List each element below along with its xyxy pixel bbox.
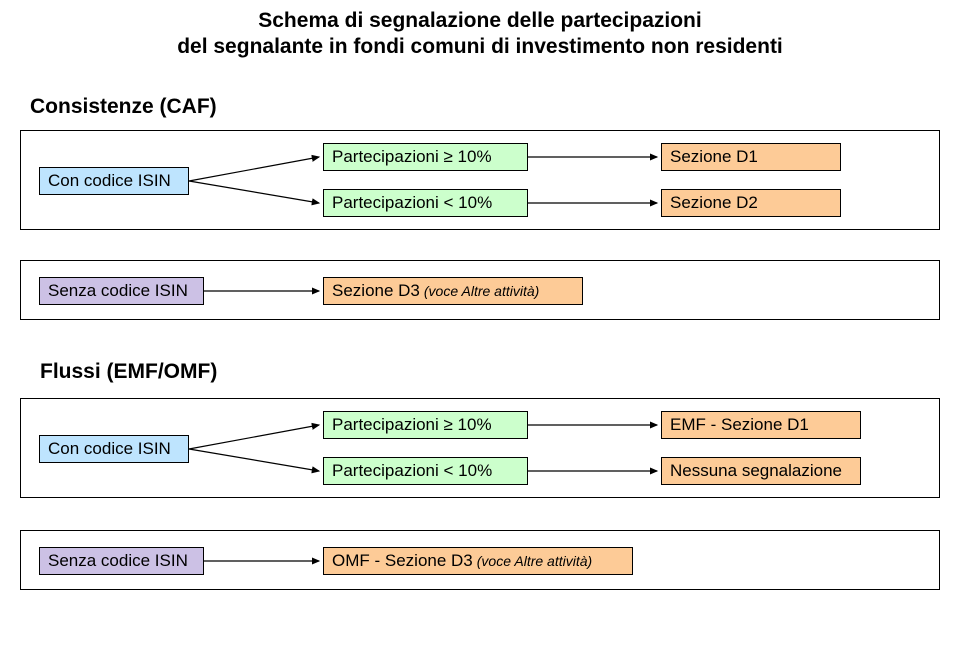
box-partecipazioni-ge10-1: Partecipazioni ≥ 10% — [323, 143, 528, 171]
section-flussi-label: Flussi (EMF/OMF) — [40, 360, 217, 384]
panel-consistenze-top: Con codice ISIN Partecipazioni ≥ 10% Par… — [20, 130, 940, 230]
box-emf-sezione-d1: EMF - Sezione D1 — [661, 411, 861, 439]
box-nessuna-segnalazione: Nessuna segnalazione — [661, 457, 861, 485]
box-sezione-d2: Sezione D2 — [661, 189, 841, 217]
box-sezione-d3: Sezione D3 (voce Altre attività) — [323, 277, 583, 305]
panel-flussi-bottom: Senza codice ISIN OMF - Sezione D3 (voce… — [20, 530, 940, 590]
box-con-codice-isin-1: Con codice ISIN — [39, 167, 189, 195]
title-line2: del segnalante in fondi comuni di invest… — [177, 35, 783, 58]
box-partecipazioni-lt10-1: Partecipazioni < 10% — [323, 189, 528, 217]
box-senza-codice-isin-2: Senza codice ISIN — [39, 547, 204, 575]
section-consistenze-label: Consistenze (CAF) — [30, 95, 217, 119]
panel-flussi-top: Con codice ISIN Partecipazioni ≥ 10% Par… — [20, 398, 940, 498]
box-senza-codice-isin-1: Senza codice ISIN — [39, 277, 204, 305]
box-con-codice-isin-2: Con codice ISIN — [39, 435, 189, 463]
title-line1: Schema di segnalazione delle partecipazi… — [258, 9, 701, 32]
box-partecipazioni-ge10-2: Partecipazioni ≥ 10% — [323, 411, 528, 439]
page-title: Schema di segnalazione delle partecipazi… — [0, 8, 960, 61]
panel-consistenze-bottom: Senza codice ISIN Sezione D3 (voce Altre… — [20, 260, 940, 320]
box-partecipazioni-lt10-2: Partecipazioni < 10% — [323, 457, 528, 485]
box-omf-sezione-d3: OMF - Sezione D3 (voce Altre attività) — [323, 547, 633, 575]
box-sezione-d1: Sezione D1 — [661, 143, 841, 171]
